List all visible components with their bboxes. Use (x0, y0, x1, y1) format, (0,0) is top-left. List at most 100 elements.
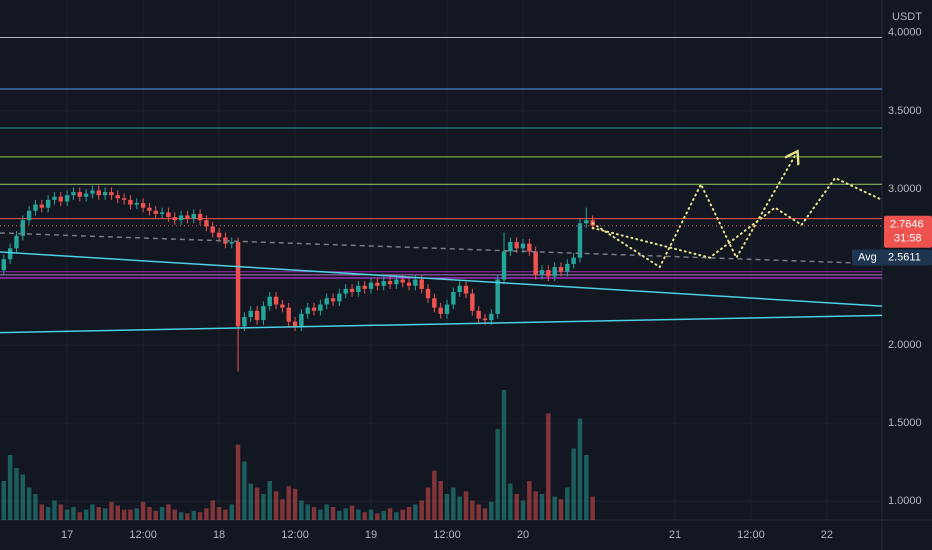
trendline (0, 314, 883, 334)
candle-body (362, 285, 367, 289)
candle-body (153, 210, 158, 214)
projection-path (591, 153, 797, 269)
candle-body (305, 307, 310, 314)
volume-bar (261, 494, 266, 520)
candle-body (565, 263, 570, 272)
volume-bar (254, 487, 260, 520)
currency-label: USDT (892, 11, 922, 23)
candle-body (470, 293, 475, 311)
volume-bar (444, 494, 450, 520)
candle-body (337, 293, 342, 302)
volume-bar (210, 500, 215, 520)
volume-bar (438, 481, 443, 520)
volume-bar (140, 501, 146, 520)
candle-body (267, 296, 272, 307)
volume-bar (7, 455, 13, 520)
volume-bar (501, 390, 507, 520)
volume-bar (381, 510, 386, 520)
volume-bar (128, 509, 133, 520)
candle-body (1, 259, 7, 271)
candle-body (115, 195, 120, 199)
volume-bar (77, 512, 82, 520)
candle-body (318, 304, 323, 311)
volume-bar (368, 509, 374, 520)
candle-body (330, 298, 336, 302)
candle-body (482, 318, 488, 321)
x-tick-label: 12:00 (129, 529, 157, 541)
x-tick-label: 19 (365, 529, 377, 541)
candle-body (400, 279, 405, 283)
volume-bar (96, 507, 101, 520)
volume-bar (109, 501, 114, 520)
candle-body (432, 298, 437, 308)
candle-body (242, 316, 247, 327)
candle-body (356, 285, 361, 293)
candle-body (7, 248, 13, 260)
candle-body (52, 196, 57, 200)
volume-bar (58, 504, 63, 520)
volume-bar (26, 487, 32, 520)
volume-bar (337, 510, 342, 520)
volume-bar (451, 487, 456, 520)
volume-bar (349, 505, 355, 520)
volume-bar (147, 507, 152, 520)
volume-bar (362, 512, 367, 520)
candle-body (121, 198, 127, 200)
volume-bar (286, 486, 291, 520)
volume-bar (463, 491, 469, 520)
candle-body (96, 190, 101, 196)
candle-body (571, 257, 576, 264)
volume-bar (235, 444, 241, 520)
candle-body (58, 196, 63, 202)
candle-body (286, 307, 291, 322)
candle-body (444, 304, 450, 314)
volume-bar (71, 507, 76, 520)
volume-bar (514, 494, 519, 520)
candle-body (514, 242, 519, 249)
volume-bar (39, 504, 45, 520)
volume-bar (166, 504, 171, 520)
candle-body (64, 195, 70, 202)
volume-bar (153, 510, 158, 520)
candle-body (375, 282, 380, 286)
volume-bar (495, 429, 500, 520)
candle-body (495, 279, 500, 314)
volume-bar (577, 418, 583, 520)
volume-bar (425, 487, 431, 520)
candle-body (451, 292, 456, 305)
candle-body (248, 310, 253, 317)
candle-body (229, 242, 234, 244)
volume-bar (476, 504, 481, 520)
last-price-tag (884, 215, 932, 248)
candle-body (109, 192, 114, 196)
volume-bar (204, 508, 209, 520)
candle-body (520, 243, 526, 249)
candle-body (33, 204, 38, 211)
candle-body (261, 306, 266, 321)
volume-bar (90, 504, 95, 520)
candle-body (273, 296, 279, 305)
candle-body (185, 215, 190, 219)
volume-bar (178, 512, 184, 520)
volume-bar (375, 513, 380, 520)
volume-bar (33, 494, 38, 520)
volume-bar (229, 504, 234, 520)
volume-bar (45, 507, 51, 520)
x-tick-label: 12:00 (737, 529, 765, 541)
volume-bar (134, 508, 139, 520)
volume-bar (185, 513, 190, 520)
volume-bar (311, 507, 317, 520)
x-tick-label: 22 (821, 529, 833, 541)
candle-body (26, 210, 32, 221)
candle-body (14, 235, 19, 249)
candle-body (406, 282, 412, 286)
volume-bar (565, 487, 570, 520)
volume-bar (343, 508, 348, 520)
y-tick-label: 3.5000 (888, 105, 922, 117)
volume-bar (305, 504, 310, 520)
candle-body (413, 279, 418, 286)
volume-bar (590, 496, 595, 520)
y-tick-label: 1.5000 (888, 417, 922, 429)
candle-body (527, 243, 532, 252)
